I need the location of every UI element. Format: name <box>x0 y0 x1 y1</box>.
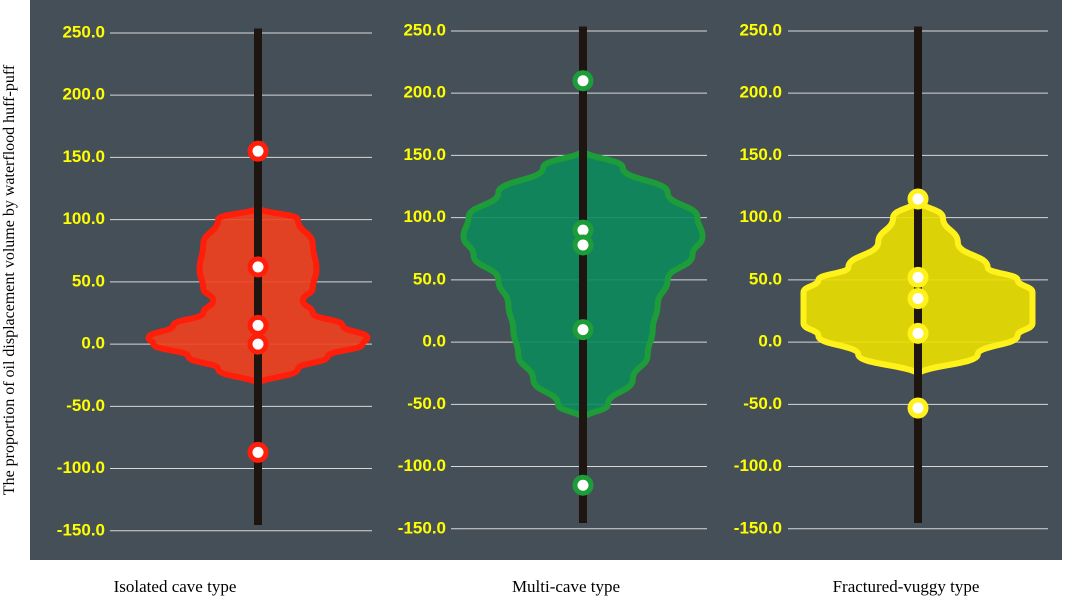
y-tick-label: -50.0 <box>407 394 446 413</box>
data-point <box>572 70 594 92</box>
y-tick-label: -150.0 <box>57 520 105 539</box>
x-category-label: Multi-cave type <box>512 577 620 596</box>
data-point <box>572 474 594 496</box>
y-tick-label: 0.0 <box>422 332 446 351</box>
y-tick-label: 100.0 <box>739 207 782 226</box>
y-tick-label: -50.0 <box>743 394 782 413</box>
x-category-label: Fractured-vuggy type <box>833 577 980 596</box>
y-tick-label: -150.0 <box>734 518 782 537</box>
y-tick-label: 50.0 <box>749 269 782 288</box>
y-tick-label: -50.0 <box>66 396 105 415</box>
data-point <box>907 188 929 210</box>
y-tick-label: 100.0 <box>403 207 446 226</box>
y-tick-label: 50.0 <box>413 269 446 288</box>
y-tick-label: 0.0 <box>81 334 105 353</box>
y-tick-label: 100.0 <box>62 209 105 228</box>
y-tick-label: -100.0 <box>57 458 105 477</box>
y-tick-label: -100.0 <box>398 456 446 475</box>
y-tick-label: 150.0 <box>739 145 782 164</box>
data-point <box>907 322 929 344</box>
data-point <box>247 256 269 278</box>
y-tick-label: 0.0 <box>758 332 782 351</box>
y-tick-label: 200.0 <box>403 83 446 102</box>
y-tick-label: 250.0 <box>739 20 782 39</box>
y-tick-label: 50.0 <box>72 271 105 290</box>
data-point <box>247 314 269 336</box>
data-point <box>907 397 929 419</box>
data-point <box>572 234 594 256</box>
y-tick-label: 250.0 <box>62 22 105 41</box>
data-point <box>572 319 594 341</box>
y-tick-label: -150.0 <box>398 518 446 537</box>
data-point <box>247 441 269 463</box>
y-tick-label: 150.0 <box>403 145 446 164</box>
y-tick-label: 250.0 <box>403 20 446 39</box>
data-point <box>907 266 929 288</box>
data-point <box>247 333 269 355</box>
y-axis-label: The proportion of oil displacement volum… <box>1 64 18 495</box>
y-tick-label: 150.0 <box>62 147 105 166</box>
data-point <box>907 288 929 310</box>
y-tick-label: 200.0 <box>62 85 105 104</box>
data-point <box>247 140 269 162</box>
x-category-label: Isolated cave type <box>114 577 237 596</box>
y-tick-label: 200.0 <box>739 83 782 102</box>
y-tick-label: -100.0 <box>734 456 782 475</box>
